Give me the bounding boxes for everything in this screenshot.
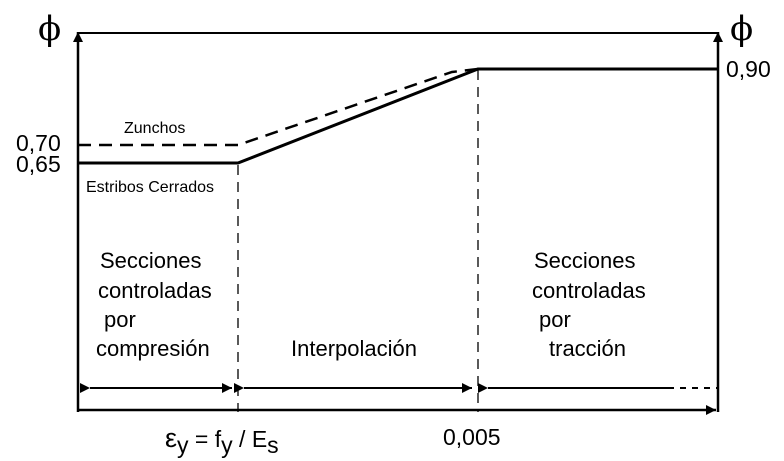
- es-subscript: s: [267, 432, 279, 458]
- interpolation-label: Interpolación: [291, 336, 417, 361]
- spirals-label: Zunchos: [124, 120, 185, 137]
- compression-line-4: compresión: [96, 336, 210, 361]
- compression-line-1: Secciones: [100, 248, 202, 273]
- epsilon-subscript: y: [177, 432, 189, 458]
- left-phi-symbol: ϕ: [38, 9, 61, 49]
- tension-limit-tick-label: 0,005: [443, 424, 501, 450]
- slash-es: / E: [233, 426, 268, 452]
- compression-line-3: por: [104, 307, 136, 332]
- compression-region-label: Secciones controladas por compresión: [96, 248, 212, 361]
- tension-region-label: Secciones controladas por tracción: [532, 248, 646, 361]
- y-value-070: 0,70: [16, 130, 61, 156]
- fy-subscript: y: [221, 432, 233, 458]
- y-value-090: 0,90: [726, 56, 771, 82]
- yield-strain-tick-label: εy = fy / Es: [165, 423, 279, 458]
- tension-line-3: por: [539, 307, 571, 332]
- tension-line-4: tracción: [549, 336, 626, 361]
- equals-fy: = f: [189, 426, 222, 452]
- tension-line-1: Secciones: [534, 248, 636, 273]
- epsilon-symbol: ε: [165, 423, 177, 453]
- spirals-curve: [78, 67, 479, 147]
- closed-stirrups-curve: [78, 67, 718, 165]
- compression-line-2: controladas: [98, 278, 212, 303]
- right-phi-symbol: ϕ: [730, 9, 753, 49]
- tension-line-2: controladas: [532, 278, 646, 303]
- y-value-065: 0,65: [16, 151, 61, 177]
- closed-stirrups-label: Estribos Cerrados: [86, 179, 214, 196]
